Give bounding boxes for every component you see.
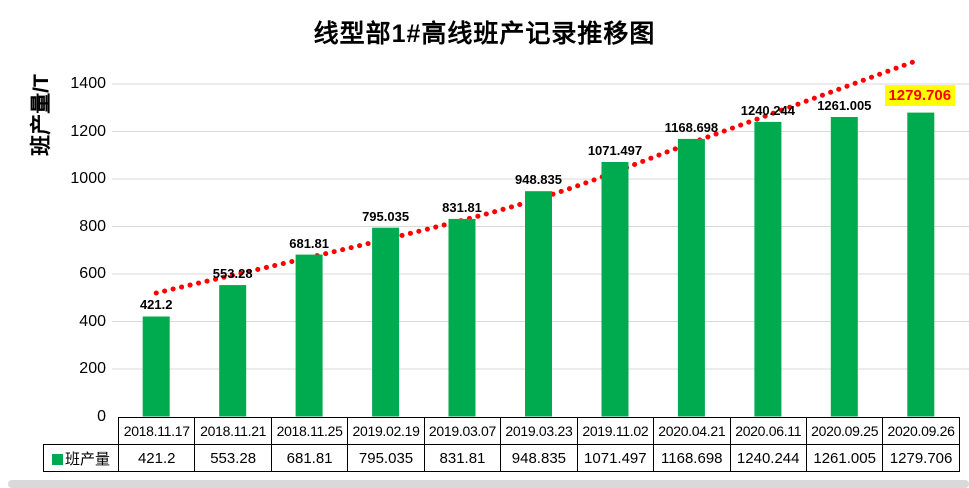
data-table: 2018.11.17 2018.11.21 2018.11.25 2019.02.19… — [43, 417, 960, 472]
value-cell: 1261.005 — [805, 444, 884, 472]
bar-value-label: 1240.244 — [740, 102, 795, 118]
bar-value-label: 681.81 — [289, 235, 329, 251]
bar — [372, 227, 400, 417]
bar — [295, 254, 323, 417]
bar — [219, 285, 247, 417]
x-category-cell: 2019.11.02 — [576, 417, 655, 445]
value-cell: 681.81 — [270, 444, 349, 472]
bar-value-label: 1071.497 — [587, 143, 643, 159]
y-tick-label: 600 — [79, 265, 106, 282]
x-category-cell: 2020.06.11 — [729, 417, 807, 445]
x-category-cell: 2020.09.25 — [805, 417, 884, 445]
bar-value-label: 1168.698 — [664, 119, 719, 135]
y-tick-label: 200 — [79, 360, 106, 377]
bar-value-label: 421.2 — [139, 297, 173, 313]
x-category-cell: 2020.09.26 — [882, 417, 960, 445]
bar-value-label: 1261.005 — [817, 98, 872, 113]
trend-line — [153, 57, 921, 296]
value-cell: 553.28 — [194, 444, 272, 472]
y-tick-label: 400 — [79, 312, 106, 330]
value-cell: 1240.244 — [729, 444, 807, 472]
legend-cell: 班产量 — [43, 444, 119, 472]
y-tick-label: 800 — [79, 217, 106, 235]
bar — [830, 117, 858, 417]
value-cell: 1168.698 — [653, 444, 731, 472]
bar-value-label: 795.035 — [362, 208, 410, 224]
bar — [754, 121, 782, 417]
y-tick-label: 1200 — [70, 122, 106, 140]
x-category-cell: 2020.04.21 — [653, 417, 731, 445]
x-category-cell: 2018.11.25 — [270, 417, 349, 445]
value-cell: 948.835 — [500, 444, 578, 472]
y-tick-label: 1000 — [70, 170, 106, 187]
bar-value-label: 553.28 — [212, 266, 253, 282]
legend-label: 班产量 — [64, 450, 110, 468]
chart-title: 线型部1#高线班产记录推移图 — [313, 20, 656, 48]
bar-value-label: 831.81 — [442, 199, 482, 215]
bar — [142, 316, 170, 417]
bar — [677, 138, 705, 417]
bar — [525, 191, 552, 417]
x-category-cell: 2019.02.19 — [347, 417, 425, 445]
bar — [448, 218, 476, 417]
x-category-cell: 2019.03.23 — [500, 417, 578, 445]
bar — [601, 162, 629, 417]
value-cell: 421.2 — [117, 444, 196, 472]
x-category-cell: 2018.11.21 — [194, 417, 272, 445]
bar-value-label-highlighted: 1279.706 — [884, 84, 955, 106]
x-category-cell: 2018.11.17 — [117, 417, 196, 445]
x-category-cell: 2019.03.07 — [423, 417, 502, 445]
bar-value-label: 948.835 — [515, 172, 562, 188]
window-edge — [8, 480, 969, 488]
y-tick-label: 1400 — [70, 75, 106, 92]
value-cell: 1279.706 — [882, 444, 960, 472]
bar — [907, 112, 935, 417]
value-cell: 1071.497 — [576, 444, 655, 472]
legend-swatch-icon — [51, 453, 63, 465]
value-cell: 795.035 — [347, 444, 425, 472]
value-cell: 831.81 — [423, 444, 502, 472]
table-corner-cell — [44, 418, 119, 445]
y-tick-label: 0 — [97, 407, 106, 425]
